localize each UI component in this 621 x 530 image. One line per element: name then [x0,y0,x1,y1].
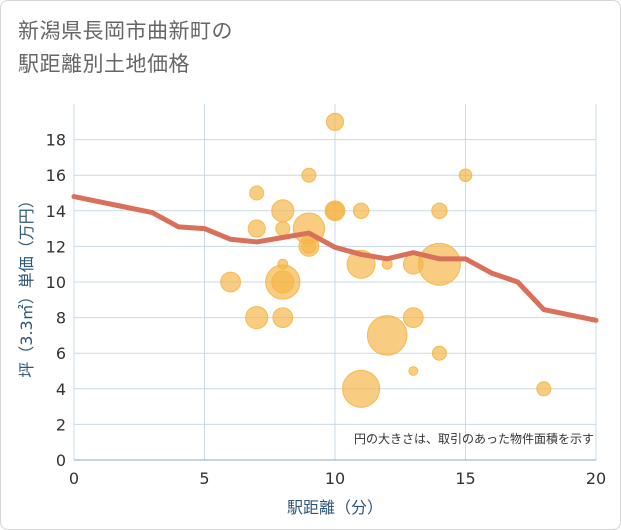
x-tick-label: 5 [199,469,209,488]
bubble-point [271,270,295,294]
trend-line-series [71,194,599,323]
bubble-point [275,221,291,237]
bubble-point [325,201,345,220]
chart-title-line1: 新潟県長岡市曲新町の [18,19,233,43]
bubble-point [431,202,448,219]
x-axis-label: 駅距離（分） [287,498,383,517]
bubble-point [301,167,317,183]
bubble-point [402,307,424,328]
chart-title: 新潟県長岡市曲新町の 駅距離別土地価格 [18,15,233,81]
x-tick-label: 15 [455,469,475,488]
bubble-point [271,199,295,223]
bubble-point [536,381,552,397]
bubble-point [325,112,345,131]
bubble-point [245,306,269,330]
x-tick-labels: 0 5 10 15 20 [69,469,606,488]
y-tick-label: 12 [46,237,66,256]
x-tick-label: 10 [325,469,345,488]
bubble-point [220,271,241,293]
x-tick-label: 0 [69,469,79,488]
y-tick-labels: 0 2 4 6 8 10 12 14 16 18 [46,131,66,470]
y-tick-label: 14 [46,202,66,221]
bubble-point [417,242,461,286]
trend-line [71,194,599,323]
bubble-point [342,369,381,408]
y-tick-label: 6 [56,344,66,363]
bubble-point [352,202,370,219]
size-note: 円の大きさは、取引のあった物件面積を示す [354,431,594,446]
x-tick-label: 20 [586,469,606,488]
y-tick-label: 16 [46,166,66,185]
y-tick-label: 2 [56,415,66,434]
bubble-point [249,185,265,201]
bubble-series [220,112,552,408]
bubble-point [272,307,294,328]
bubble-point [366,315,408,356]
bubble-point [408,366,419,376]
y-tick-label: 0 [56,451,66,470]
bubble-point [247,219,266,238]
y-axis-label: 坪（3.3㎡）単価（万円） [17,192,36,377]
y-tick-label: 8 [56,309,66,328]
bubble-point [458,168,473,182]
y-tick-label: 18 [46,131,66,150]
bubble-point [431,345,447,361]
y-tick-label: 4 [56,380,66,399]
bubble-point [301,238,317,254]
grid-lines [73,104,597,461]
y-tick-label: 10 [46,273,66,292]
chart-title-line2: 駅距離別土地価格 [18,52,190,76]
